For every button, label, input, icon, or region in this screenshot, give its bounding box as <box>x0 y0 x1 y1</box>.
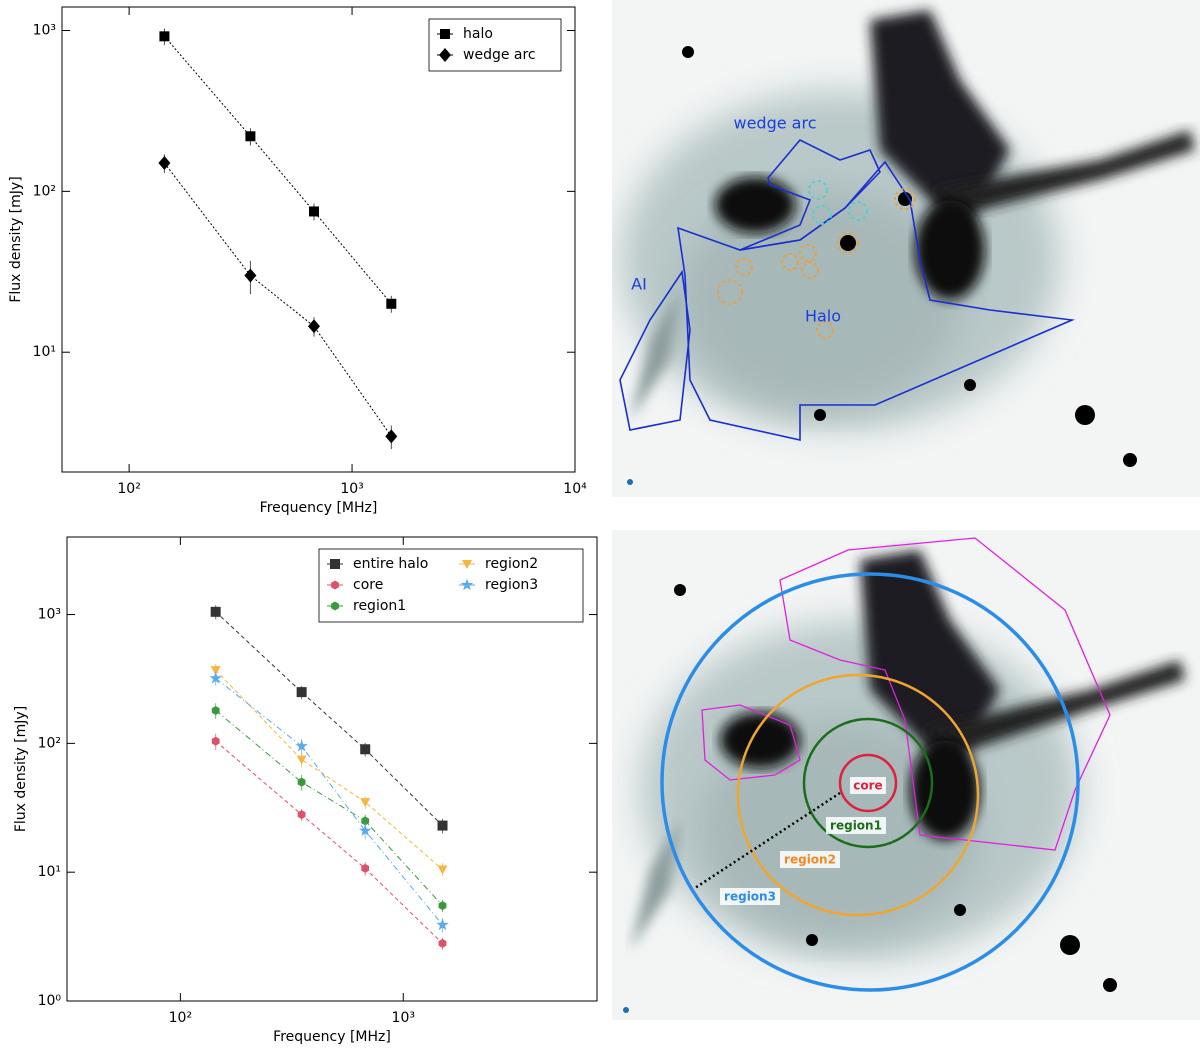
marker <box>385 429 398 444</box>
legend-marker <box>331 601 339 611</box>
marker <box>159 31 170 42</box>
marker <box>210 606 221 617</box>
x-tick-label: 10³ <box>340 481 363 497</box>
legend-marker <box>439 48 451 62</box>
marker <box>296 755 307 765</box>
marker <box>295 739 308 752</box>
y-tick-label: 10¹ <box>38 864 61 880</box>
y-axis-label: Flux density [mJy] <box>13 706 29 832</box>
marker <box>211 736 220 746</box>
marker <box>437 865 448 875</box>
legend-label: entire halo <box>353 556 428 572</box>
marker <box>296 687 307 698</box>
series-line <box>164 35 392 305</box>
x-axis-label: Frequency [MHz] <box>273 1029 391 1045</box>
y-tick-label: 10³ <box>38 607 61 623</box>
legend-marker <box>330 559 340 569</box>
marker <box>158 156 171 171</box>
series-line <box>215 669 443 870</box>
marker <box>438 901 447 911</box>
marker <box>436 918 449 931</box>
marker <box>245 131 256 142</box>
x-axis-label: Frequency [MHz] <box>260 500 378 516</box>
image-label: wedge arc <box>734 114 817 133</box>
y-tick-label: 10⁰ <box>38 993 62 1009</box>
marker <box>211 706 220 715</box>
marker <box>244 268 257 283</box>
y-tick-label: 10¹ <box>33 344 56 360</box>
legend-label: wedge arc <box>463 47 536 63</box>
marker <box>308 319 321 334</box>
series-line <box>164 162 392 437</box>
legend-marker <box>331 580 339 590</box>
legend-box <box>428 18 562 72</box>
legend-label: region2 <box>485 556 538 572</box>
marker <box>297 777 306 787</box>
radio-image-top: wedge arc AI Halo <box>612 0 1200 497</box>
legend-label: halo <box>463 26 493 42</box>
marker <box>438 938 447 948</box>
x-tick-label: 10⁴ <box>563 481 587 497</box>
series-line <box>215 677 443 926</box>
marker <box>361 863 370 873</box>
legend-label: region1 <box>353 598 406 614</box>
plot-frame <box>61 6 576 473</box>
legend-label: core <box>353 577 383 593</box>
plot-frame <box>66 536 598 1002</box>
y-axis-label: Flux density [mJy] <box>8 176 24 302</box>
marker <box>210 666 221 676</box>
x-tick-label: 10² <box>117 481 140 497</box>
legend-box <box>318 548 584 623</box>
y-tick-label: 10² <box>33 183 56 199</box>
marker <box>209 671 222 684</box>
marker <box>360 744 371 755</box>
x-tick-label: 10³ <box>392 1010 415 1026</box>
series-line <box>215 710 443 906</box>
marker <box>309 206 320 217</box>
legend-marker <box>462 560 472 569</box>
marker <box>297 810 306 820</box>
image-label: Halo <box>805 307 841 326</box>
marker <box>437 820 448 831</box>
x-tick-label: 10² <box>169 1010 192 1026</box>
image-label: core <box>853 779 882 793</box>
legend-marker <box>440 29 450 39</box>
y-tick-label: 10² <box>38 735 61 751</box>
marker <box>386 298 397 309</box>
legend-marker <box>460 578 474 591</box>
marker <box>360 798 371 808</box>
image-label: region1 <box>830 819 882 833</box>
legend-label: region3 <box>485 577 538 593</box>
image-label: region2 <box>784 853 836 867</box>
image-label: region3 <box>724 890 776 904</box>
y-tick-label: 10³ <box>33 23 56 39</box>
image-label: AI <box>631 275 647 294</box>
series-line <box>215 740 443 944</box>
marker <box>359 824 372 836</box>
marker <box>361 816 370 826</box>
series-line <box>215 611 443 826</box>
radio-image-bottom: core region1 region2 region3 <box>612 530 1200 1020</box>
